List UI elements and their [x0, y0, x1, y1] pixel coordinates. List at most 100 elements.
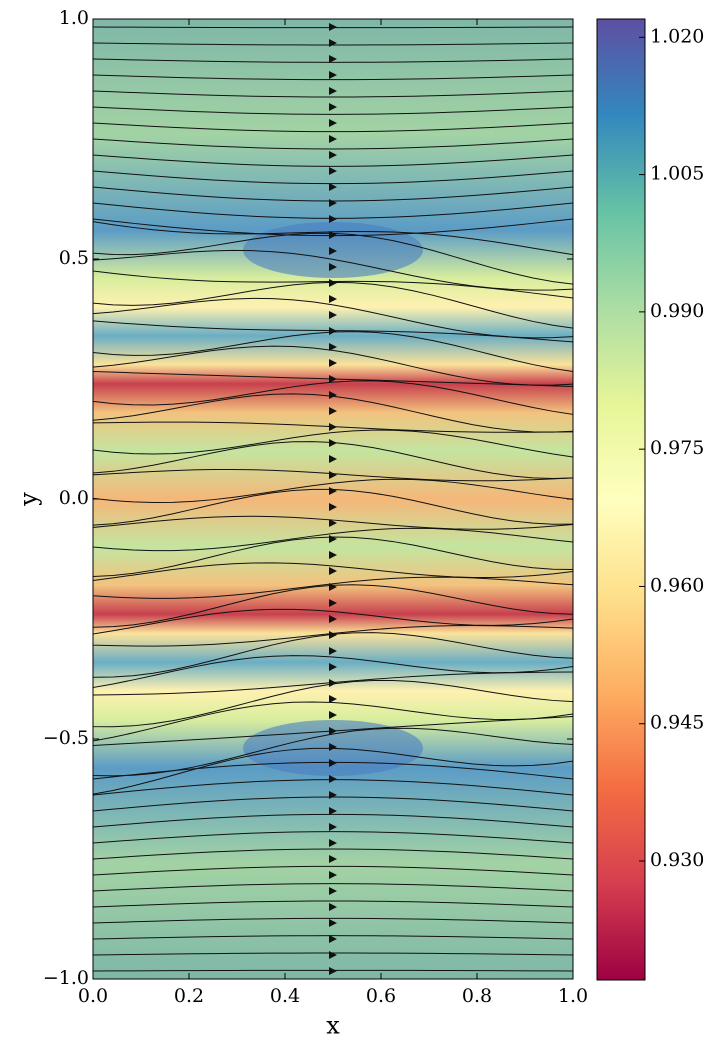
y-tick-label: −1.0	[43, 967, 89, 989]
streamline	[93, 468, 573, 482]
stream-arrow	[329, 375, 337, 383]
colorbar-tick-label: 0.990	[650, 300, 704, 322]
stream-arrow	[329, 295, 337, 303]
y-axis-label: y	[15, 492, 43, 507]
stream-arrow	[329, 23, 337, 31]
streamline	[93, 393, 573, 433]
streamline	[93, 90, 573, 98]
streamline	[93, 935, 573, 940]
stream-arrow	[329, 935, 337, 943]
stream-arrow	[329, 39, 337, 47]
stream-arrow	[329, 567, 337, 575]
streamline	[93, 297, 573, 339]
stream-arrow	[329, 967, 337, 975]
streamline	[93, 865, 573, 876]
streamline	[93, 345, 573, 386]
streamline	[93, 154, 573, 167]
streamline	[93, 221, 573, 256]
stream-arrow	[329, 199, 337, 207]
stream-arrow	[329, 407, 337, 415]
stream-arrow	[329, 359, 337, 367]
stream-arrow	[329, 87, 337, 95]
stream-arrow	[329, 855, 337, 863]
streamline	[93, 716, 573, 747]
streamline	[93, 813, 573, 828]
streamline	[93, 779, 573, 796]
streamline	[93, 106, 573, 115]
stream-arrow	[329, 135, 337, 143]
streamline	[93, 680, 573, 728]
stream-arrow	[329, 327, 337, 335]
streamline	[93, 747, 573, 795]
x-tick-label: 0.2	[174, 985, 204, 1007]
streamline	[93, 429, 573, 458]
stream-arrow	[329, 919, 337, 927]
streamline	[93, 232, 573, 285]
streamline	[93, 655, 573, 689]
colorbar-tick-label: 0.945	[650, 712, 704, 734]
streamline	[93, 900, 573, 908]
stream-arrow	[329, 247, 337, 255]
colorbar-tick-label: 0.975	[650, 437, 704, 459]
stream-arrow	[329, 167, 337, 175]
stream-arrow	[329, 471, 337, 479]
streamline	[93, 421, 573, 433]
streamline	[93, 701, 573, 742]
stream-arrow	[329, 887, 337, 895]
streamline	[93, 727, 573, 777]
streamline	[93, 883, 573, 892]
stream-arrow	[329, 391, 337, 399]
stream-arrow	[329, 711, 337, 719]
stream-arrow	[329, 663, 337, 671]
stream-arrow	[329, 343, 337, 351]
x-tick-label: 0.8	[462, 985, 492, 1007]
stream-arrow	[329, 599, 337, 607]
x-tick-label: 1.0	[558, 985, 588, 1007]
colorbar-tick-label: 0.960	[650, 574, 704, 596]
streamline	[93, 281, 573, 329]
stream-arrow	[329, 71, 337, 79]
stream-arrow	[329, 519, 337, 527]
y-tick-label: 0.5	[59, 247, 89, 269]
stream-arrow	[329, 807, 337, 815]
streamline	[93, 58, 573, 63]
streamline	[93, 488, 573, 526]
streamline	[93, 848, 573, 860]
stream-arrow	[329, 55, 337, 63]
streamline	[93, 831, 573, 844]
streamline	[93, 671, 573, 696]
stream-arrow	[329, 423, 337, 431]
streamline	[93, 320, 573, 343]
stream-arrow	[329, 311, 337, 319]
stream-arrow	[329, 215, 337, 223]
streamline	[93, 584, 573, 628]
streamline	[93, 170, 573, 185]
stream-arrow	[329, 631, 337, 639]
stream-arrow	[329, 759, 337, 767]
colorbar-tick-label: 0.930	[650, 849, 704, 871]
stream-arrow	[329, 103, 337, 111]
heatmap	[93, 19, 573, 979]
streamline	[93, 562, 573, 582]
stream-arrow	[329, 183, 337, 191]
streamline	[93, 632, 573, 678]
streamline	[93, 761, 573, 780]
streamline	[93, 917, 573, 924]
stream-arrow	[329, 503, 337, 511]
y-tick-label: 1.0	[59, 7, 89, 29]
streamline	[93, 536, 573, 577]
colorbar-tick-label: 1.020	[650, 25, 704, 47]
x-tick-label: 0.4	[270, 985, 300, 1007]
stream-arrow	[329, 263, 337, 271]
y-tick-label: −0.5	[43, 727, 89, 749]
streamline	[93, 138, 573, 150]
colorbar	[596, 18, 646, 981]
streamline	[93, 527, 573, 552]
streamline	[93, 576, 573, 599]
streamline	[93, 478, 573, 504]
streamline	[93, 625, 573, 647]
stream-arrow	[329, 551, 337, 559]
x-axis-label: x	[326, 1012, 340, 1040]
x-tick-label: 0.0	[78, 985, 108, 1007]
x-tick-label: 0.6	[366, 985, 396, 1007]
